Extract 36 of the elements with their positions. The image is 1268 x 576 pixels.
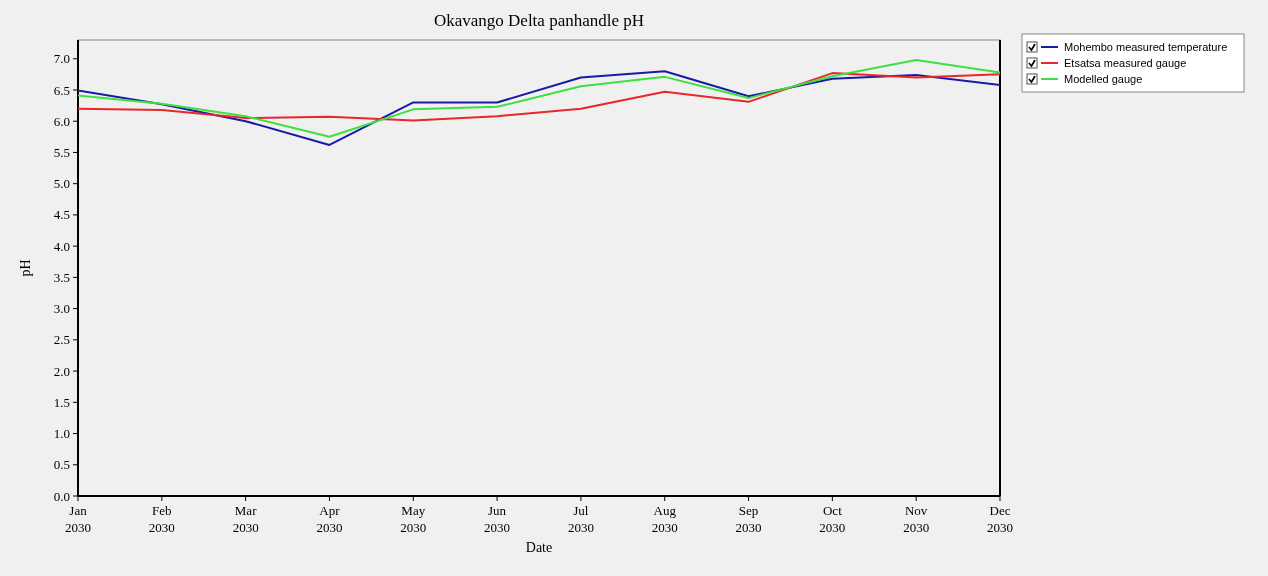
x-tick-label: Aug 2030 xyxy=(651,503,678,535)
x-axis-title: Date xyxy=(525,540,553,555)
x-tick-label: Jul 2030 xyxy=(567,503,594,535)
x-tick-label: Oct 2030 xyxy=(819,503,846,535)
y-tick-label: 0.0 xyxy=(53,488,70,504)
y-tick-label: 7.0 xyxy=(53,51,70,67)
y-tick-label: 6.0 xyxy=(53,113,70,129)
x-tick-label: Jan 2030 xyxy=(65,503,91,535)
y-tick-label: 5.5 xyxy=(53,144,70,160)
x-tick-label: Apr 2030 xyxy=(316,503,343,535)
x-tick-label: May 2030 xyxy=(400,503,427,535)
y-tick-label: 4.5 xyxy=(53,207,70,223)
x-tick-label: Jun 2030 xyxy=(484,503,511,535)
y-tick-label: 0.5 xyxy=(53,457,70,473)
y-tick-label: 1.0 xyxy=(53,426,70,442)
y-tick-label: 5.0 xyxy=(53,176,70,192)
x-tick-label: Nov 2030 xyxy=(903,503,930,535)
y-tick-label: 6.5 xyxy=(53,82,70,98)
x-tick-label: Dec 2030 xyxy=(987,503,1013,535)
x-tick-label: Sep 2030 xyxy=(735,503,762,535)
x-tick-label: Feb 2030 xyxy=(148,503,175,535)
x-tick-label: Mar 2030 xyxy=(232,503,259,535)
y-tick-label: 1.5 xyxy=(53,394,70,410)
y-tick-label: 3.5 xyxy=(53,269,70,285)
legend-label: Etsatsa measured gauge xyxy=(1064,56,1187,69)
line-series xyxy=(78,58,1000,138)
y-tick-label: 4.0 xyxy=(53,238,70,254)
y-tick-label: 3.0 xyxy=(53,301,70,317)
line-series xyxy=(78,70,1000,146)
legend-label: Mohembo measured temperature xyxy=(1064,40,1228,53)
y-axis-title: pH xyxy=(18,259,33,277)
chart-title: Okavango Delta panhandle pH xyxy=(433,11,645,30)
legend-label: Modelled gauge xyxy=(1064,72,1143,85)
y-tick-label: 2.5 xyxy=(53,332,70,348)
line-series xyxy=(78,72,1000,122)
y-tick-label: 2.0 xyxy=(53,363,70,379)
